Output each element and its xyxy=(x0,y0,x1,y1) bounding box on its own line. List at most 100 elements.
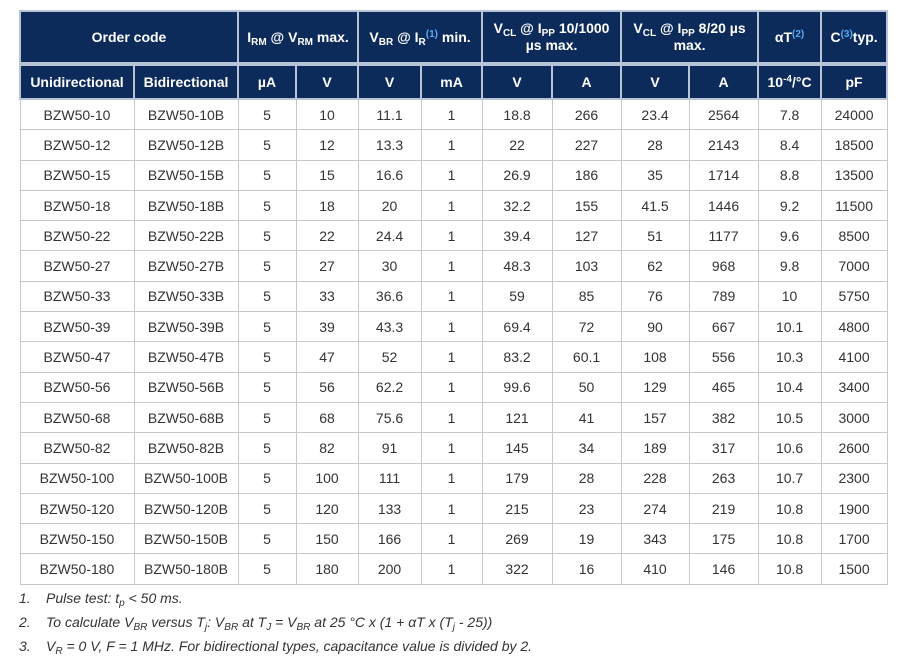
table-cell: 1 xyxy=(420,553,483,585)
subscript: BR xyxy=(224,622,239,633)
table-row: BZW50-12 BZW50-12B 5 12 13.3 1 22 227 28 2143 8.4 1… xyxy=(19,129,888,161)
table-cell: 274 xyxy=(620,492,690,525)
subscript: RM xyxy=(297,36,314,48)
table-row: BZW50-39 BZW50-39B 5 39 43.3 1 69.4 72 90 667 10.1… xyxy=(19,311,888,343)
table-cell: 18 xyxy=(295,189,359,222)
text: pF xyxy=(845,73,863,90)
text: V xyxy=(322,73,332,90)
column-unit-header: V xyxy=(481,62,554,100)
column-unit-header: µA xyxy=(237,62,298,100)
table-cell: BZW50-180 xyxy=(19,553,135,585)
table-cell: BZW50-15 xyxy=(19,159,135,191)
text: @ I xyxy=(393,28,419,45)
table-cell: 317 xyxy=(688,432,759,464)
table-cell: 1 xyxy=(420,129,483,161)
table-cell: 24.4 xyxy=(357,220,422,252)
text: 8/20 µs max. xyxy=(673,20,746,53)
table-cell: 28 xyxy=(551,462,622,494)
table-cell: 166 xyxy=(357,523,422,555)
table-cell: 5750 xyxy=(820,280,888,313)
table-cell: 56 xyxy=(295,371,359,403)
footnote: 2. To calculate VBR versus Tj: VBR at TJ … xyxy=(19,613,532,637)
table-cell: 556 xyxy=(688,341,759,373)
table-cell: 5 xyxy=(237,401,297,434)
table-cell: 8500 xyxy=(820,220,888,252)
table-row: BZW50-100 BZW50-100B 5 100 111 1 179 28 228 263 10… xyxy=(19,462,888,494)
subscript: BR xyxy=(133,622,148,633)
table-cell: 120 xyxy=(295,492,359,525)
table-cell: 263 xyxy=(688,462,759,494)
table-cell: 789 xyxy=(688,280,759,313)
table-cell: BZW50-82 xyxy=(19,432,135,464)
table-cell: 11500 xyxy=(820,189,888,222)
table-cell: 39 xyxy=(295,311,359,343)
table-cell: BZW50-39 xyxy=(19,311,135,343)
table-cell: 5 xyxy=(237,280,297,313)
table-cell: 18500 xyxy=(820,129,888,161)
table-cell: 146 xyxy=(688,553,759,585)
table-cell: 1 xyxy=(420,250,483,282)
table-cell: 62.2 xyxy=(357,371,422,403)
table-cell: 33 xyxy=(295,280,359,313)
table-cell: 4800 xyxy=(820,311,888,343)
table-cell: BZW50-82B xyxy=(133,432,239,464)
table-cell: 91 xyxy=(357,432,422,464)
table-cell: BZW50-120B xyxy=(133,492,239,525)
table-row: BZW50-22 BZW50-22B 5 22 24.4 1 39.4 127 51 1177 9.… xyxy=(19,220,888,252)
table-cell: 8.4 xyxy=(757,129,822,161)
table-row: BZW50-56 BZW50-56B 5 56 62.2 1 99.6 50 129 465 10.… xyxy=(19,371,888,403)
table-cell: 10.8 xyxy=(757,523,822,555)
table-cell: BZW50-150B xyxy=(133,523,239,555)
column-group-header: VCL @ IPP 10/1000 µs max. xyxy=(481,10,623,65)
table-cell: 5 xyxy=(237,220,297,252)
table-cell: BZW50-68B xyxy=(133,401,239,434)
table-cell: 5 xyxy=(237,462,297,494)
table-row: BZW50-33 BZW50-33B 5 33 36.6 1 59 85 76 789 10 5750 xyxy=(19,280,888,313)
text: V xyxy=(650,73,660,90)
text: min. xyxy=(438,28,471,45)
table-cell: 69.4 xyxy=(481,311,553,343)
table-cell: 5 xyxy=(237,189,297,222)
table-cell: 15 xyxy=(295,159,359,191)
text: @ I xyxy=(516,20,542,36)
table-cell: 10.8 xyxy=(757,553,822,585)
table-cell: 5 xyxy=(237,492,297,525)
table-cell: 7.8 xyxy=(757,98,822,131)
table-cell: 322 xyxy=(481,553,553,585)
table-cell: BZW50-12 xyxy=(19,129,135,161)
table-cell: 60.1 xyxy=(551,341,622,373)
table-cell: BZW50-120 xyxy=(19,492,135,525)
table-cell: BZW50-56 xyxy=(19,371,135,403)
table-cell: 108 xyxy=(620,341,690,373)
table-cell: BZW50-27B xyxy=(133,250,239,282)
table-cell: 47 xyxy=(295,341,359,373)
table-cell: 41.5 xyxy=(620,189,690,222)
table-cell: 968 xyxy=(688,250,759,282)
table-cell: 1446 xyxy=(688,189,759,222)
text: To calculate V xyxy=(46,614,134,630)
table-cell: 5 xyxy=(237,98,297,131)
column-unit-header: 10-4/°C xyxy=(757,62,823,100)
table-cell: 2600 xyxy=(820,432,888,464)
table-cell: 62 xyxy=(620,250,690,282)
table-cell: 10.5 xyxy=(757,401,822,434)
table-cell: 1900 xyxy=(820,492,888,525)
table-cell: BZW50-33 xyxy=(19,280,135,313)
table-cell: 465 xyxy=(688,371,759,403)
text: /°C xyxy=(792,73,812,90)
table-cell: BZW50-15B xyxy=(133,159,239,191)
text: Unidirectional xyxy=(30,73,124,90)
table-cell: 23.4 xyxy=(620,98,690,131)
footnote-number: 3. xyxy=(19,638,31,654)
table-cell: 36.6 xyxy=(357,280,422,313)
table-cell: 1700 xyxy=(820,523,888,555)
table-row: BZW50-180 BZW50-180B 5 180 200 1 322 16 410 146 10… xyxy=(19,553,888,585)
text: A xyxy=(718,73,729,90)
text: < 50 ms. xyxy=(124,590,183,606)
footnote-ref: (2) xyxy=(792,28,805,40)
table-cell: 3000 xyxy=(820,401,888,434)
table-cell: 10.1 xyxy=(757,311,822,343)
column-group-header: IRM @ VRM max. xyxy=(237,10,360,65)
text: at T xyxy=(238,614,267,630)
table-body: BZW50-10 BZW50-10B 5 10 11.1 1 18.8 266 23.4 2564… xyxy=(19,98,888,585)
